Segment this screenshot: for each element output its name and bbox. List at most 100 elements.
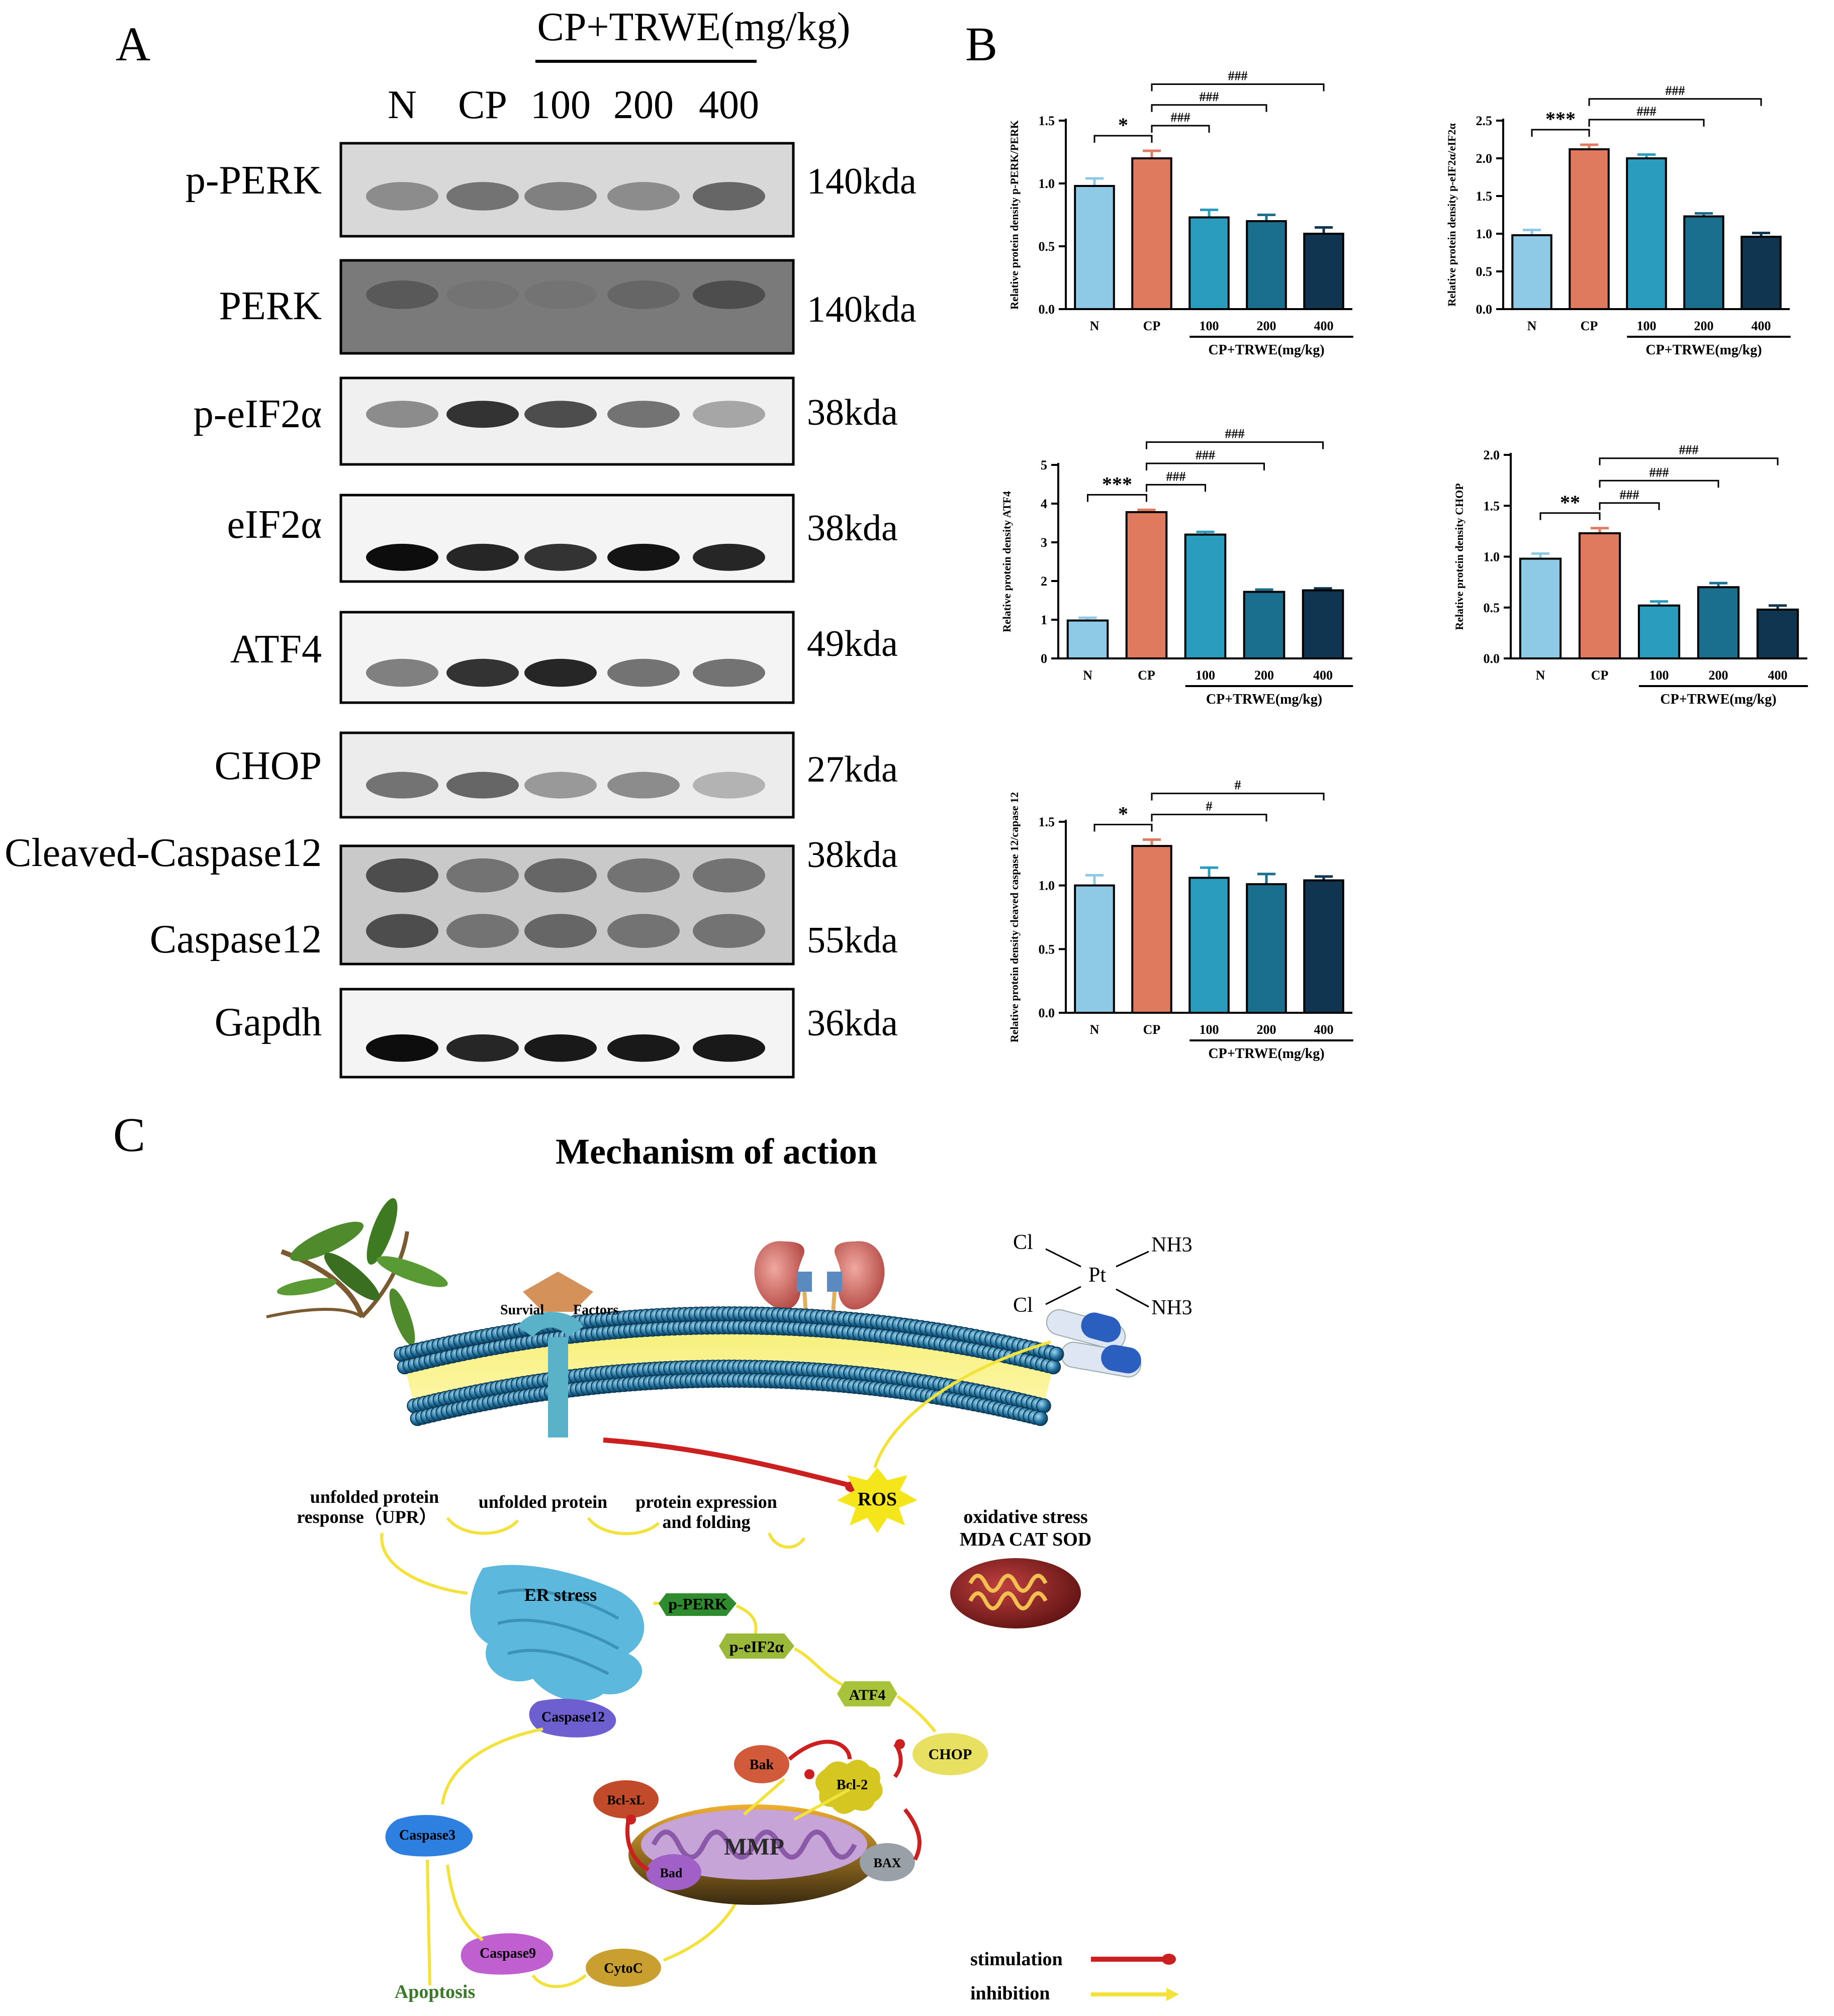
x-tick-label: CP	[1143, 1022, 1161, 1037]
band	[607, 658, 680, 687]
band	[366, 772, 438, 799]
treatment-header: CP+TRWE(mg/kg)	[537, 5, 851, 49]
legend-stimulation-label: stimulation	[970, 1949, 1063, 1970]
x-tick-label: 100	[1196, 668, 1215, 683]
band	[693, 280, 765, 309]
significance-label: ***	[1102, 472, 1132, 495]
x-tick-label: 100	[1637, 319, 1657, 333]
x-tick-label: CP	[1591, 668, 1609, 683]
bak-node: Bak	[734, 1745, 789, 1783]
significance-bracket: ###	[1151, 69, 1325, 91]
bar-CP	[1131, 157, 1172, 310]
cisplatin-structure: Cl Cl Pt NH3 NH3	[1013, 1231, 1193, 1319]
bar-chart-1: 0.0 0.5 1.0 1.5 2.0 2.5 Relative protein densi…	[1445, 83, 1791, 358]
x-tick-label: 400	[1314, 319, 1334, 333]
significance-label: ###	[1166, 469, 1186, 484]
y-tick-label: 0.5	[1476, 264, 1493, 279]
band	[607, 1034, 680, 1062]
significance-label: #	[1206, 799, 1213, 813]
band	[607, 543, 680, 571]
dandelion-plant-icon	[266, 1198, 448, 1346]
blot-frame	[339, 988, 795, 1079]
upr-label-line1: unfolded protein	[310, 1487, 439, 1507]
band	[524, 858, 597, 893]
significance-label: ###	[1228, 69, 1248, 83]
y-tick-label: 1.5	[1039, 815, 1055, 829]
bcl2-label: Bcl-2	[837, 1777, 868, 1793]
y-tick-label: 1.5	[1039, 114, 1055, 128]
significance-bracket: ###	[1146, 448, 1265, 470]
lane-label-1: CP	[458, 83, 507, 127]
x-tick-label: CP	[1581, 319, 1598, 333]
x-tick-label: 100	[1200, 1022, 1219, 1037]
significance-bracket: ###	[1151, 89, 1267, 112]
lane-label-2: 100	[530, 83, 591, 127]
x-tick-label: N	[1527, 319, 1537, 333]
bar-400	[1303, 233, 1344, 310]
blot-label: p-PERK	[186, 158, 322, 203]
panel-label-b: B	[965, 17, 997, 71]
western-blot-panel: A CP+TRWE(mg/kg) N CP 100 200 400 p-PERK 140k…	[5, 5, 916, 1079]
blot-0: p-PERK 140kda	[186, 142, 916, 238]
chop-node: CHOP	[912, 1733, 988, 1775]
group-label: CP+TRWE(mg/kg)	[1208, 342, 1324, 358]
y-axis-label: Relative protein density CHOP	[1453, 483, 1465, 630]
significance-label: ###	[1171, 110, 1190, 125]
bar-400	[1302, 589, 1344, 659]
chop-label: CHOP	[929, 1746, 972, 1763]
p-perk-node: p-PERK	[659, 1593, 737, 1616]
oxidative-markers-label: MDA CAT SOD	[960, 1529, 1092, 1550]
ros-burst: ROS	[837, 1468, 918, 1533]
band	[524, 658, 597, 687]
blot-kda: 38kda	[807, 834, 898, 876]
x-tick-label: CP	[1138, 668, 1155, 683]
y-tick-label: 0.0	[1039, 1006, 1055, 1020]
band	[366, 658, 438, 687]
group-label: CP+TRWE(mg/kg)	[1645, 342, 1762, 358]
caspase9-node: Caspase9	[461, 1933, 554, 1975]
panel-label-a: A	[116, 17, 150, 71]
band	[446, 543, 519, 571]
upr-flow-arrows	[380, 1517, 806, 1595]
p-perk-label: p-PERK	[668, 1595, 727, 1613]
cisplatin-nh3-top: NH3	[1151, 1233, 1193, 1257]
y-tick-label: 5	[1041, 458, 1047, 472]
upr-label-line2: response（UPR）	[297, 1507, 437, 1527]
blot-1: PERK 140kda	[219, 259, 916, 355]
cell-membrane	[394, 1306, 1064, 1426]
x-tick-label: 400	[1752, 319, 1771, 333]
y-tick-label: 1.0	[1476, 227, 1493, 241]
significance-bracket: ###	[1599, 488, 1660, 510]
mmp-label: MMP	[724, 1834, 784, 1860]
lane-labels: N CP 100 200 400	[388, 83, 759, 127]
blot-kda: 140kda	[807, 161, 916, 202]
band	[366, 858, 438, 893]
x-tick-label: N	[1090, 319, 1099, 333]
inhibition-arrow-cisplatin-ros	[873, 1340, 1051, 1468]
significance-label: *	[1118, 114, 1128, 136]
bar-chart-3: 0.0 0.5 1.0 1.5 2.0 Relative protein density …	[1453, 443, 1808, 707]
x-tick-label: 400	[1768, 668, 1788, 683]
bar-CP	[1578, 532, 1621, 660]
band	[446, 772, 519, 799]
bar-100	[1188, 877, 1230, 1014]
significance-bracket: ###	[1588, 83, 1762, 106]
band	[693, 182, 765, 211]
lane-label-3: 200	[613, 83, 674, 127]
caspase9-label: Caspase9	[480, 1946, 536, 1961]
band	[607, 858, 680, 893]
significance-label: ###	[1196, 448, 1215, 462]
protein-expression-label-line1: protein expression	[635, 1492, 777, 1512]
bar-200	[1683, 215, 1724, 310]
cytoc-label: CytoC	[604, 1961, 643, 1976]
blot-7: Gapdh 36kda	[215, 988, 898, 1079]
bar-200	[1246, 883, 1287, 1014]
lane-label-0: N	[388, 83, 417, 127]
x-tick-label: 100	[1649, 668, 1669, 683]
significance-bracket: **	[1539, 491, 1601, 520]
bax-label: BAX	[874, 1856, 901, 1870]
band	[607, 280, 680, 309]
significance-label: ###	[1679, 443, 1699, 457]
blot-kda: 36kda	[807, 1003, 898, 1044]
